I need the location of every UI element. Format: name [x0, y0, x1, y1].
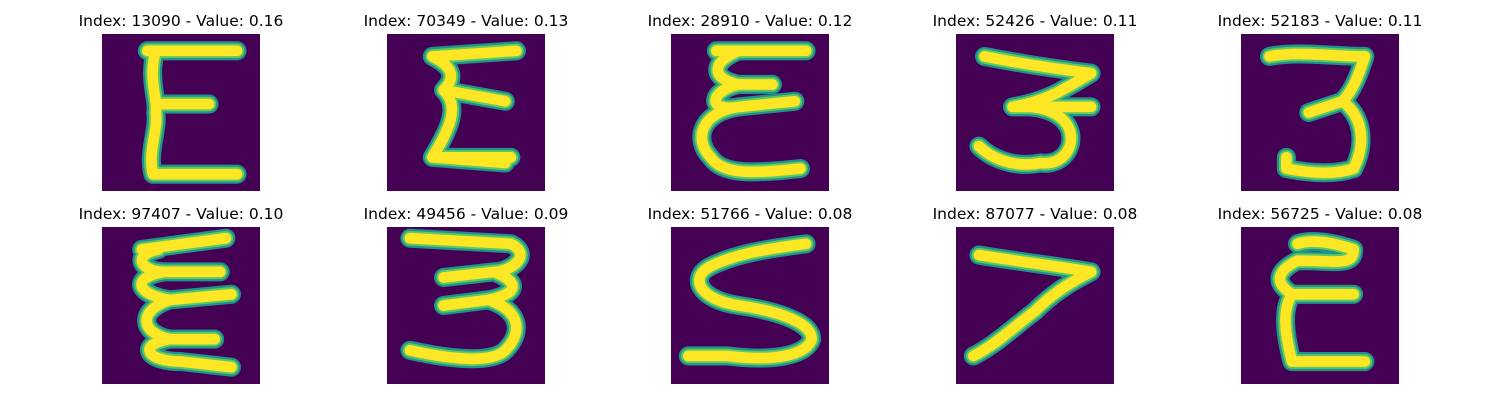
handwritten-7-glyph — [963, 245, 1101, 366]
digit-image — [671, 34, 829, 191]
glyph-stroke — [1264, 48, 1371, 179]
glyph-stroke — [427, 45, 522, 169]
handwritten-e-glyph — [422, 41, 526, 173]
panel-title: Index: 97407 - Value: 0.10 — [78, 205, 284, 223]
glyph-stroke — [136, 232, 237, 373]
digit-image — [387, 34, 545, 191]
handwritten-e-glyph — [137, 41, 247, 184]
digit-image — [387, 227, 545, 384]
digit-image — [1241, 227, 1399, 384]
panel-title: Index: 51766 - Value: 0.08 — [647, 205, 853, 223]
digit-image — [956, 227, 1114, 384]
panel-title: Index: 56725 - Value: 0.08 — [1217, 205, 1423, 223]
panel-title: Index: 49456 - Value: 0.09 — [363, 205, 569, 223]
panel-title: Index: 87077 - Value: 0.08 — [932, 205, 1138, 223]
glyph-stroke — [1274, 236, 1371, 367]
glyph-stroke — [967, 249, 1097, 362]
panel-title: Index: 13090 - Value: 0.16 — [78, 12, 284, 30]
glyph-stroke — [973, 51, 1097, 170]
digit-image — [102, 227, 260, 384]
digit-image — [956, 34, 1114, 191]
glyph-stroke — [696, 45, 812, 178]
handwritten-3-glyph — [1260, 44, 1375, 183]
glyph-stroke — [682, 238, 818, 364]
handwritten-3-glyph — [400, 228, 530, 369]
panel-title: Index: 52426 - Value: 0.11 — [932, 12, 1138, 30]
panel-title: Index: 52183 - Value: 0.11 — [1217, 12, 1423, 30]
handwritten-3-glyph — [969, 46, 1101, 174]
handwritten-e-glyph — [692, 41, 816, 182]
handwritten-e-glyph — [132, 228, 241, 377]
digit-image — [1241, 34, 1399, 191]
digit-image — [671, 227, 829, 384]
panel-title: Index: 28910 - Value: 0.12 — [647, 12, 853, 30]
handwritten-e-glyph — [1270, 232, 1375, 372]
handwritten-s-glyph — [678, 234, 822, 368]
glyph-stroke — [404, 232, 526, 365]
panel-title: Index: 70349 - Value: 0.13 — [363, 12, 569, 30]
digit-image — [102, 34, 260, 191]
glyph-stroke — [142, 45, 243, 180]
